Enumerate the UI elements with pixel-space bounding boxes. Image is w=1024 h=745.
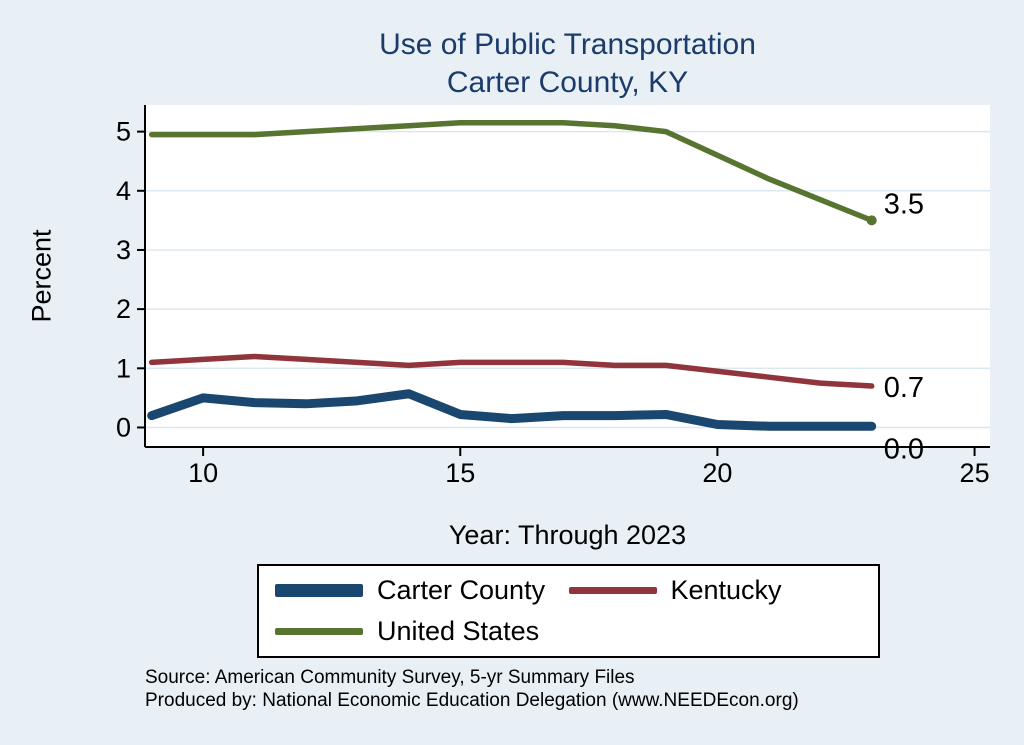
- legend-label-united-states: United States: [377, 615, 540, 646]
- legend-item-united-states: United States: [275, 616, 569, 647]
- y-tick-label-5: 5: [116, 117, 131, 147]
- legend-label-carter-county: Carter County: [377, 575, 546, 606]
- legend-swatch-carter-county: [275, 584, 363, 598]
- y-tick-label-4: 4: [116, 176, 131, 206]
- series-line-united-states: [148, 120, 875, 224]
- end-label-kentucky: 0.7: [884, 372, 924, 404]
- y-tick-label-2: 2: [116, 294, 131, 324]
- legend-item-carter-county: Carter County: [275, 575, 569, 606]
- legend-swatch-united-states: [275, 627, 363, 635]
- legend-box: Carter County Kentucky United States: [257, 564, 880, 658]
- series-line-carter-county: [147, 389, 877, 431]
- legend-label-kentucky: Kentucky: [670, 575, 782, 606]
- x-tick-label-10: 10: [188, 458, 218, 488]
- series-end-dot-united-states: [866, 215, 877, 226]
- end-label-carter-county: 0.0: [884, 433, 924, 465]
- y-tick-label-1: 1: [116, 353, 131, 383]
- x-tick-label-20: 20: [702, 458, 732, 488]
- chart-title-line1: Use of Public Transportation: [379, 28, 756, 61]
- legend-swatch-kentucky: [568, 587, 657, 595]
- end-label-united-states: 3.5: [884, 188, 924, 220]
- y-tick-label-3: 3: [116, 235, 131, 265]
- plot-area: [145, 105, 990, 447]
- footer-source: Source: American Community Survey, 5-yr …: [145, 667, 635, 688]
- footer-produced-by: Produced by: National Economic Education…: [145, 690, 799, 711]
- y-axis-title: Percent: [26, 229, 57, 323]
- series-line-kentucky: [148, 353, 875, 389]
- chart-title-line2: Carter County, KY: [446, 66, 689, 99]
- x-axis-title: Year: Through 2023: [448, 520, 687, 550]
- y-tick-label-0: 0: [116, 412, 131, 442]
- x-tick-label-25: 25: [960, 458, 990, 488]
- legend-item-kentucky: Kentucky: [568, 575, 863, 606]
- x-tick-label-15: 15: [445, 458, 475, 488]
